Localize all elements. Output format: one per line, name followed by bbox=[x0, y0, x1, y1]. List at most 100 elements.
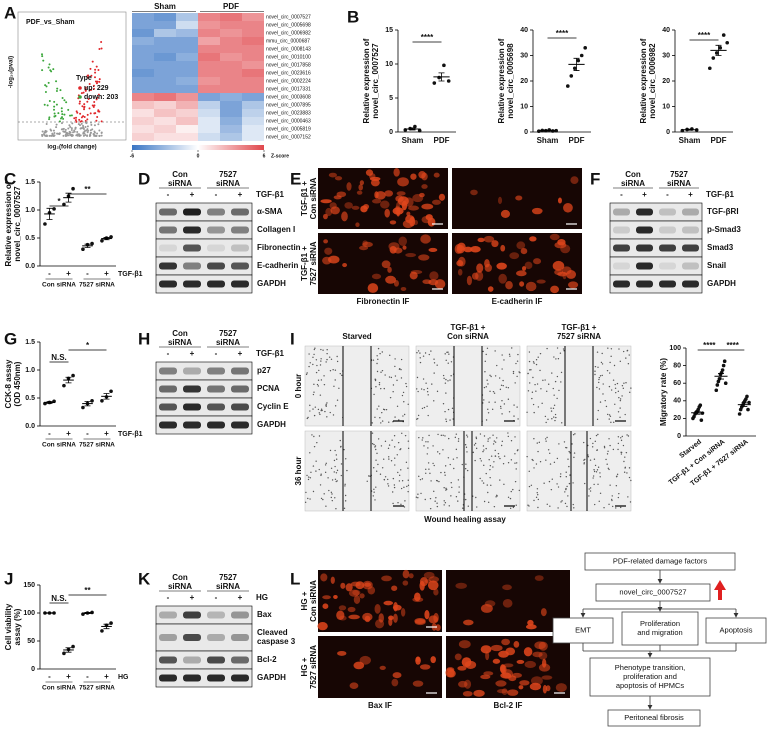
cell bbox=[373, 443, 375, 446]
cell bbox=[320, 408, 323, 410]
cell bbox=[435, 624, 441, 632]
cell bbox=[511, 347, 513, 349]
cell bbox=[387, 485, 390, 487]
blot-band bbox=[183, 280, 201, 288]
cell bbox=[322, 595, 331, 600]
cell bbox=[394, 464, 396, 466]
cell bbox=[501, 688, 508, 696]
cell bbox=[455, 433, 458, 435]
y-tick-label: 150 bbox=[23, 582, 35, 589]
cell bbox=[409, 216, 416, 227]
blot-band bbox=[207, 421, 225, 429]
cell bbox=[338, 605, 347, 611]
column-label: 7527 siRNA bbox=[557, 332, 601, 341]
cell bbox=[628, 476, 631, 479]
cell bbox=[536, 383, 539, 385]
y-tick-label: 5 bbox=[389, 95, 393, 102]
blot-band bbox=[207, 674, 225, 682]
volcano-point bbox=[42, 133, 45, 136]
y-tick-label: 1.0 bbox=[25, 207, 35, 214]
heatmap-cell bbox=[132, 117, 154, 125]
cell bbox=[561, 500, 563, 502]
blot-band bbox=[613, 262, 630, 270]
cell bbox=[372, 359, 375, 361]
cell bbox=[492, 658, 501, 664]
cell bbox=[410, 173, 417, 180]
cell bbox=[462, 507, 464, 509]
data-point bbox=[100, 239, 104, 243]
cell bbox=[490, 484, 492, 487]
cell bbox=[614, 387, 617, 390]
cell bbox=[334, 478, 337, 481]
legend-title: Type bbox=[76, 75, 92, 82]
cell bbox=[545, 459, 547, 461]
heatmap-cell bbox=[154, 77, 176, 85]
cell bbox=[306, 372, 308, 374]
cell bbox=[313, 391, 315, 393]
cell bbox=[381, 575, 392, 582]
heatmap-cell bbox=[154, 93, 176, 101]
cell bbox=[352, 589, 361, 596]
wound-image bbox=[526, 430, 632, 512]
cell bbox=[555, 683, 567, 692]
cell bbox=[401, 480, 404, 482]
cell bbox=[466, 434, 468, 436]
blot-band bbox=[682, 226, 699, 234]
cell bbox=[378, 382, 381, 384]
heatmap-row-label: novel_circ_0008143 bbox=[266, 46, 311, 52]
volcano-point bbox=[53, 108, 56, 111]
cell bbox=[422, 355, 425, 357]
cell bbox=[347, 606, 356, 613]
y-tick-label: 10 bbox=[520, 103, 528, 110]
cell bbox=[384, 374, 386, 376]
treatment-label: TGF-β1 bbox=[118, 431, 143, 438]
cell bbox=[475, 496, 477, 499]
cell bbox=[553, 356, 555, 358]
row-label: Con siRNA bbox=[309, 177, 318, 219]
volcano-point bbox=[78, 133, 81, 136]
cell bbox=[474, 459, 476, 462]
panel-letter: L bbox=[290, 569, 300, 588]
cell bbox=[546, 390, 548, 392]
cell bbox=[417, 350, 420, 352]
cell bbox=[517, 418, 519, 420]
group-label: 7527 siRNA bbox=[79, 685, 115, 692]
cell bbox=[594, 370, 596, 372]
volcano-point bbox=[81, 105, 84, 108]
cell bbox=[463, 246, 473, 253]
heatmap-cell bbox=[198, 69, 220, 77]
cell bbox=[420, 234, 431, 244]
cell bbox=[547, 449, 550, 451]
cell bbox=[573, 456, 575, 459]
volcano-point bbox=[45, 85, 48, 88]
cell bbox=[387, 478, 389, 481]
cell bbox=[512, 370, 515, 373]
legend-label: up: 229 bbox=[84, 85, 109, 92]
cell bbox=[483, 500, 486, 503]
heatmap-cell bbox=[154, 13, 176, 21]
blot-band bbox=[231, 367, 249, 375]
cell bbox=[552, 407, 555, 410]
cell bbox=[444, 410, 446, 413]
cell bbox=[491, 240, 499, 248]
cell bbox=[492, 443, 495, 445]
heatmap-cell bbox=[198, 21, 220, 29]
cell bbox=[519, 281, 525, 287]
volcano-point bbox=[90, 74, 93, 77]
cell bbox=[553, 416, 555, 418]
y-tick-label: 0.0 bbox=[25, 423, 35, 430]
cell bbox=[417, 497, 419, 499]
volcano-point bbox=[55, 126, 58, 129]
cell bbox=[503, 483, 505, 486]
cell bbox=[437, 451, 439, 453]
heatmap-cell bbox=[176, 77, 198, 85]
volcano-point bbox=[43, 103, 46, 106]
cell bbox=[599, 472, 601, 474]
volcano-point bbox=[84, 86, 87, 89]
blot-band bbox=[159, 421, 177, 429]
cell bbox=[418, 171, 426, 179]
cell bbox=[457, 268, 463, 276]
cell bbox=[480, 603, 493, 613]
cell bbox=[507, 689, 519, 696]
flow-node-label: Phenotype transition, bbox=[615, 663, 685, 672]
